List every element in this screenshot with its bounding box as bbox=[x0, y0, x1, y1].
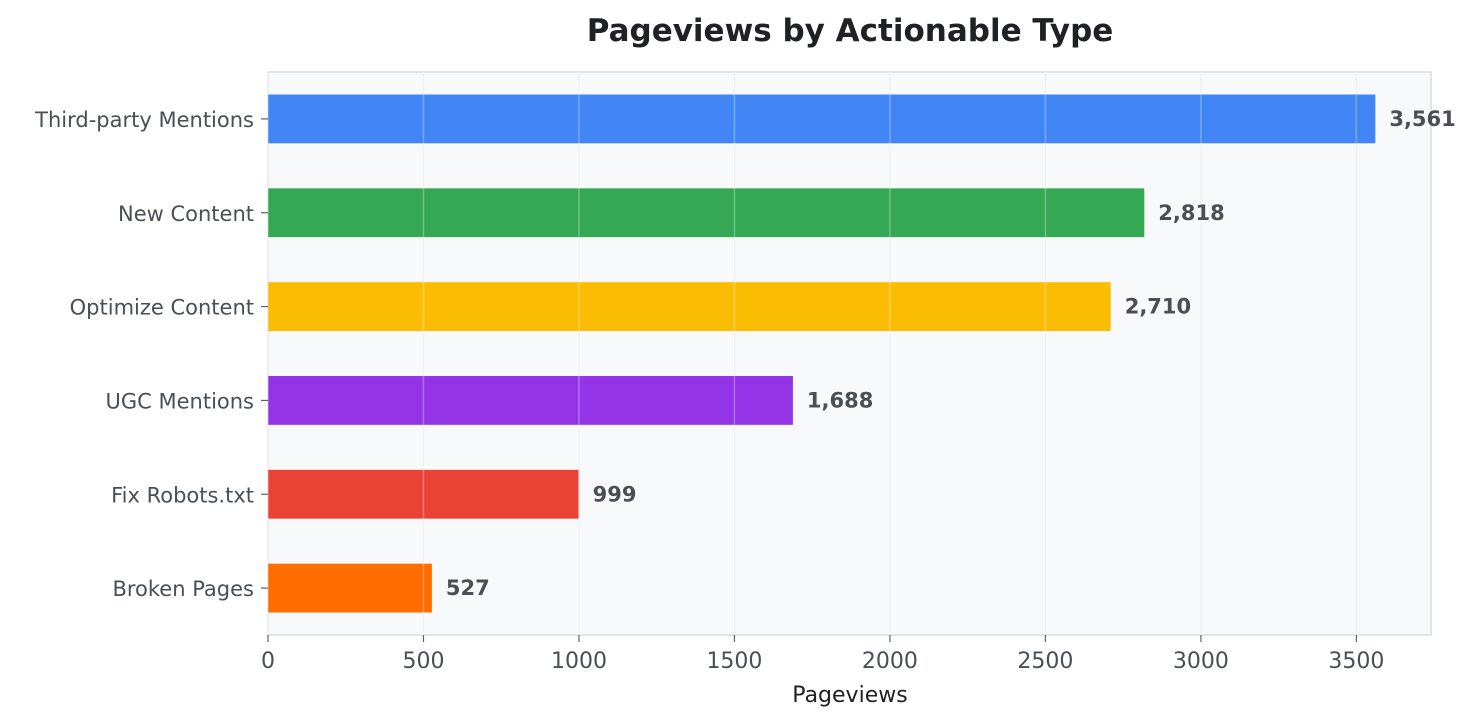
category-label: Broken Pages bbox=[112, 577, 254, 601]
value-labels: 3,561 2,818 2,710 1,688 999 527 bbox=[446, 107, 1456, 600]
bar bbox=[268, 282, 1111, 331]
bar bbox=[268, 563, 432, 613]
category-label: Optimize Content bbox=[70, 296, 254, 320]
x-axis: 0 500 1000 1500 2000 2500 3000 3500 bbox=[261, 635, 1384, 674]
x-tick-label: 0 bbox=[261, 649, 275, 674]
x-tick-label: 500 bbox=[402, 649, 444, 674]
x-tick-label: 1500 bbox=[706, 649, 762, 674]
grid-lines-overlay bbox=[267, 72, 1358, 635]
x-tick-label: 2500 bbox=[1017, 649, 1073, 674]
bar-value-label: 3,561 bbox=[1389, 107, 1455, 131]
category-label: Third-party Mentions bbox=[34, 108, 254, 132]
x-tick-label: 2000 bbox=[862, 649, 918, 674]
bar-value-label: 1,688 bbox=[807, 388, 873, 412]
chart-title: Pageviews by Actionable Type bbox=[587, 13, 1114, 49]
bar bbox=[268, 94, 1376, 144]
x-tick-label: 3000 bbox=[1173, 649, 1229, 674]
category-label: Fix Robots.txt bbox=[111, 483, 254, 507]
bar-value-label: 527 bbox=[446, 576, 490, 600]
y-axis: Third-party Mentions New Content Optimize … bbox=[34, 108, 268, 601]
bar bbox=[268, 376, 793, 425]
bar-value-label: 999 bbox=[593, 482, 637, 506]
bar bbox=[268, 469, 579, 519]
category-label: New Content bbox=[118, 202, 254, 226]
category-label: UGC Mentions bbox=[106, 389, 255, 413]
bar-value-label: 2,710 bbox=[1125, 295, 1191, 319]
bars bbox=[268, 94, 1376, 613]
x-axis-label: Pageviews bbox=[792, 683, 907, 708]
bar bbox=[268, 188, 1145, 238]
grid-lines bbox=[267, 72, 1357, 635]
plot-area bbox=[267, 71, 1432, 636]
x-tick-label: 3500 bbox=[1328, 649, 1384, 674]
x-tick-label: 1000 bbox=[551, 649, 607, 674]
bar-value-label: 2,818 bbox=[1158, 201, 1224, 225]
